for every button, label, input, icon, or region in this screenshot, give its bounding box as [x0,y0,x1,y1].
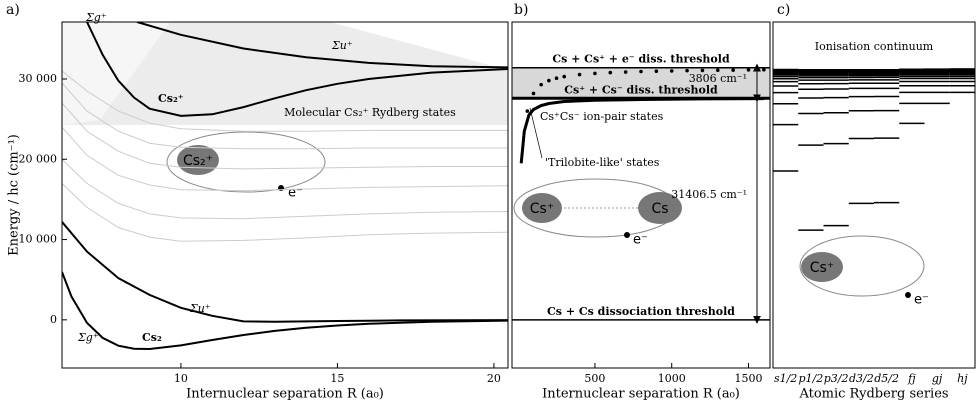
data-point [669,69,674,73]
curve [136,22,508,69]
x-tick-label: d5/2 [874,372,899,385]
data-point [525,109,530,113]
x-tick-label: 500 [584,372,605,385]
rydberg-region [62,22,508,125]
electron [905,292,911,298]
y-tick-label: 0 [50,313,57,326]
electron [624,232,630,238]
x-tick-label: hj [957,372,968,385]
data-point [731,68,735,72]
data-point [700,68,705,73]
atom-orbit [166,131,326,193]
panel-label: c) [777,2,790,18]
rydberg-region-light [62,22,170,125]
curve [62,126,508,192]
illustration-label: e⁻ [914,293,929,308]
data-point [639,69,643,74]
curve-label: Σu⁺ [331,39,353,52]
data-point [746,68,751,72]
state-label: 'Trilobite-like' states [545,156,660,169]
x-axis-label: Internuclear separation R (a₀) [542,387,740,401]
illustration-label: Cs [651,201,668,217]
x-tick-label: 20 [487,372,501,385]
plot-frame [61,21,509,369]
panel-label: a) [6,2,20,18]
y-tick-label: 20 000 [19,152,58,165]
data-point [547,78,551,83]
y-axis-label: Energy / hc (cm⁻¹) [7,134,22,256]
curve [62,82,508,150]
illustration-label: e⁻ [288,186,303,201]
x-axis-label: Internuclear separation R (a₀) [186,387,384,401]
x-tick-label: fj [907,372,916,385]
x-tick-label: d3/2 [849,372,874,385]
data-point [539,82,543,87]
plot-frame [511,21,771,369]
x-tick-label: s1/2 [774,372,797,385]
x-tick-label: gj [932,372,943,385]
data-point [577,72,582,77]
data-point [685,68,689,73]
energy-gap-label: 3806 cm⁻¹ [689,72,747,85]
panel-label: b) [514,2,528,18]
x-tick-label: 1500 [735,372,763,385]
panel [62,22,508,351]
illustration-label: Cs⁺ [810,260,834,276]
threshold-label: Cs⁺ + Cs⁻ diss. threshold [564,83,718,96]
plot-frame [772,21,976,369]
x-tick-label: 15 [330,372,344,385]
illustration-label: e⁻ [633,233,648,248]
curve-label: Σg⁺ [85,11,107,24]
continuum-label: Ionisation continuum [815,40,934,53]
y-tick-label: 10 000 [19,233,58,246]
data-point [762,67,766,72]
threshold-label: Cs + Cs⁺ + e⁻ diss. threshold [552,53,730,66]
curve [62,102,508,170]
curve [62,158,508,220]
data-point [593,71,597,76]
data-point [562,74,567,79]
x-tick-label: 10 [174,372,188,385]
pointer [529,107,543,159]
region-label: Molecular Cs₂⁺ Rydberg states [284,106,456,119]
data-point [531,91,536,96]
y-tick-label: 30 000 [19,72,58,85]
curve-label: Σg⁺ [77,331,99,344]
curve [62,183,508,242]
illustration-label: Cs₂⁺ [183,153,213,169]
curve [86,22,508,117]
curve-label: Cs₂ [142,331,162,344]
energy-gap-label: 31406.5 cm⁻¹ [671,188,747,201]
data-point [608,70,613,75]
atom-orbit [799,235,925,297]
data-point [654,69,659,74]
curve [519,97,764,164]
curve [62,70,508,132]
curve [62,271,508,351]
x-tick-label: p1/2 [799,372,824,385]
panel [773,68,975,231]
data-point [715,68,720,73]
data-point [554,76,559,80]
state-label: Cs⁺Cs⁻ ion-pair states [540,110,664,123]
atom-core [638,192,682,224]
x-tick-label: 1000 [658,372,686,385]
panel [512,66,770,321]
ion-core [522,193,562,223]
threshold-label: Cs + Cs dissociation threshold [547,305,735,318]
x-tick-label: p3/2 [824,372,849,385]
ion-core [801,252,843,282]
data-point [623,70,628,74]
x-axis-label: Atomic Rydberg series [798,387,948,401]
illustration-label: Cs⁺ [530,201,554,217]
curve [62,221,508,323]
curve-label: Cs₂⁺ [158,92,184,105]
